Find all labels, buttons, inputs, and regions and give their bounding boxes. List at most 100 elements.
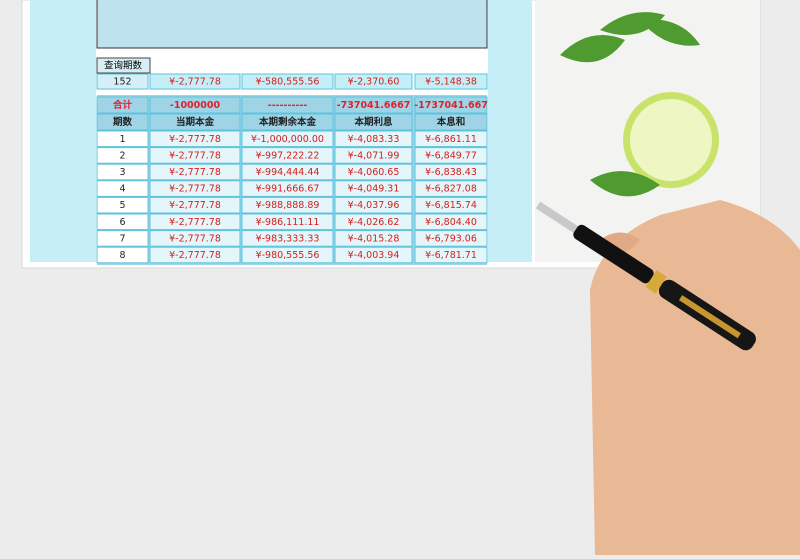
cell xyxy=(414,147,488,164)
cell xyxy=(149,96,241,114)
cell xyxy=(414,246,488,264)
cell xyxy=(334,147,413,164)
cell xyxy=(414,163,488,181)
cell xyxy=(149,213,241,231)
cell xyxy=(334,163,413,181)
cell-text: ¥-2,777.78 xyxy=(169,217,221,228)
cell xyxy=(149,73,241,90)
cell-text: 1 xyxy=(119,134,125,145)
cell xyxy=(96,96,149,114)
mint-leaves xyxy=(560,12,700,197)
cell xyxy=(414,180,488,197)
cell-text: ¥-4,026.62 xyxy=(348,217,400,228)
cell-text: ¥-6,815.74 xyxy=(425,200,477,211)
hand xyxy=(590,200,800,555)
cell xyxy=(241,180,334,197)
cell xyxy=(241,246,334,264)
cell-text: ---------- xyxy=(268,100,307,111)
cell-text: ¥-986,111.11 xyxy=(256,217,320,228)
cell xyxy=(334,113,413,131)
cell xyxy=(149,147,241,164)
cell xyxy=(96,113,149,131)
cell xyxy=(414,196,488,214)
cell xyxy=(149,130,241,148)
cell-text: ¥-983,333.33 xyxy=(256,233,320,244)
cell-text: ¥-2,777.78 xyxy=(169,233,221,244)
cell xyxy=(334,73,413,90)
cell xyxy=(414,130,488,148)
cell xyxy=(96,230,149,247)
cell-text: 152 xyxy=(113,77,131,88)
cell-text: 3 xyxy=(119,167,125,178)
cell-text: ¥-4,049.31 xyxy=(348,184,400,195)
cell-text: 5 xyxy=(119,200,125,211)
cell-text: 7 xyxy=(119,233,125,244)
cell-text: ¥-580,555.56 xyxy=(256,77,320,88)
cell xyxy=(414,230,488,247)
cell xyxy=(241,113,334,131)
cell xyxy=(96,213,149,231)
cell xyxy=(334,180,413,197)
cell-text: ¥-5,148.38 xyxy=(425,77,477,88)
cell-text: ¥-4,003.94 xyxy=(348,250,400,261)
cell-text: ¥-4,071.99 xyxy=(348,150,400,161)
cell xyxy=(334,130,413,148)
cell xyxy=(334,196,413,214)
cell-text: ¥-2,777.78 xyxy=(169,167,221,178)
cell-text: ¥-2,777.78 xyxy=(169,150,221,161)
pen xyxy=(535,201,756,351)
cell-text: 本期利息 xyxy=(354,116,393,128)
cell xyxy=(96,163,149,181)
cell xyxy=(149,230,241,247)
cell-text: ¥-2,777.78 xyxy=(169,250,221,261)
cell xyxy=(414,96,488,114)
cell xyxy=(149,113,241,131)
form-box xyxy=(96,0,488,49)
cell-text: 6 xyxy=(119,217,125,228)
cell-text: ¥-6,804.40 xyxy=(425,217,477,228)
left-strip xyxy=(30,0,96,262)
cell-text: ¥-988,888.89 xyxy=(256,200,320,211)
cell xyxy=(414,213,488,231)
cell-text: 本息和 xyxy=(437,116,466,128)
cell xyxy=(96,196,149,214)
cell-text: ¥-6,781.71 xyxy=(425,250,477,261)
cell-text: ¥-2,777.78 xyxy=(169,200,221,211)
cell-text: ¥-980,555.56 xyxy=(256,250,320,261)
lime-inner xyxy=(630,99,712,181)
cell xyxy=(96,147,149,164)
cell-text: ¥-1,000,000.00 xyxy=(251,134,324,145)
cell xyxy=(241,163,334,181)
cell-text: ¥-2,370.60 xyxy=(348,77,400,88)
cell xyxy=(96,180,149,197)
cell-text: ¥-4,015.28 xyxy=(348,233,400,244)
cell xyxy=(241,73,334,90)
cell-text: ¥-6,827.08 xyxy=(425,184,477,195)
cell-text: 当期本金 xyxy=(176,116,215,128)
right-strip xyxy=(488,0,532,262)
cell xyxy=(241,230,334,247)
cell xyxy=(149,180,241,197)
cell-text: 期数 xyxy=(113,116,133,128)
cell xyxy=(149,246,241,264)
query-label: 查询期数 xyxy=(104,60,143,72)
cell-text: 4 xyxy=(119,184,125,195)
cell xyxy=(241,213,334,231)
cell-text: ¥-6,838.43 xyxy=(425,167,477,178)
cell xyxy=(241,96,334,114)
cell xyxy=(334,246,413,264)
cell xyxy=(96,130,149,148)
cell-text: -737041.6667 xyxy=(337,100,411,111)
cell xyxy=(334,213,413,231)
cell-text: 合计 xyxy=(113,99,133,111)
cell-text: ¥-6,861.11 xyxy=(425,134,477,145)
cell xyxy=(334,96,413,114)
cell-text: ¥-994,444.44 xyxy=(256,167,320,178)
cell-text: ¥-4,083.33 xyxy=(348,134,400,145)
cell-text: ¥-2,777.78 xyxy=(169,77,221,88)
cell-text: ¥-991,666.67 xyxy=(256,184,320,195)
cell-text: ¥-6,793.06 xyxy=(425,233,477,244)
cell xyxy=(334,230,413,247)
cell xyxy=(149,196,241,214)
